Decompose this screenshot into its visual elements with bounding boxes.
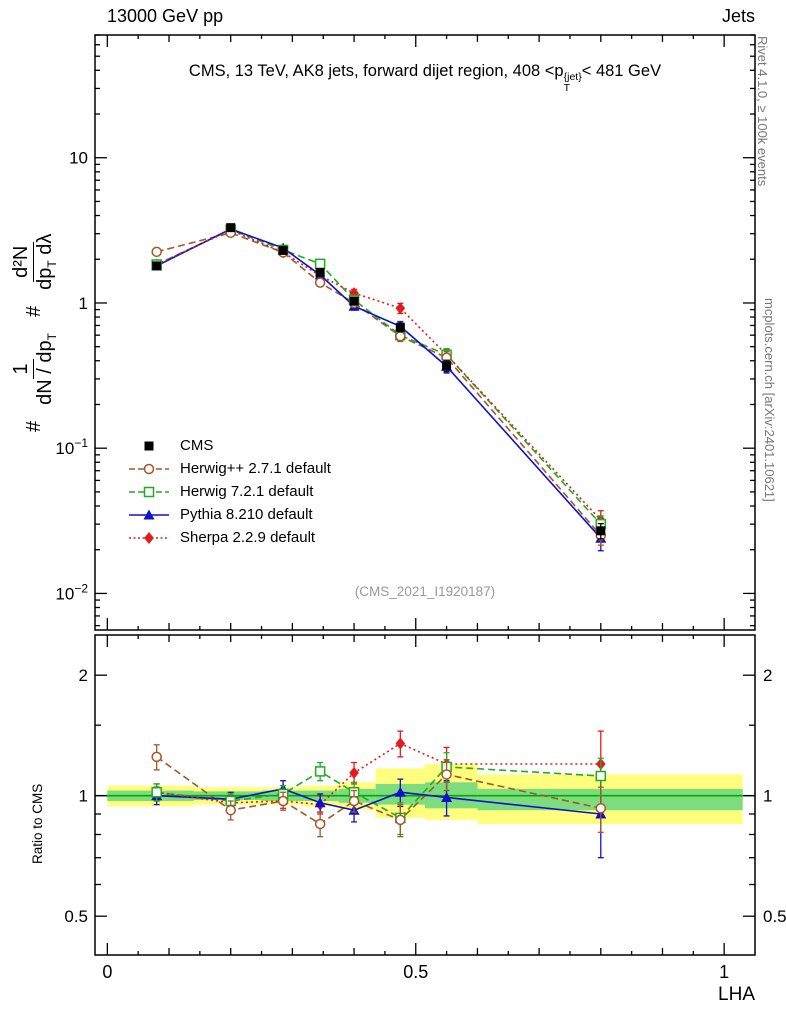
ratio-y-tick-label-left: 0.5 [64, 907, 88, 926]
ratio-y-tick-label-right: 2 [763, 666, 772, 685]
main-y-axis-label: # 1 dN / dpT # d²N dpT dλ [10, 234, 60, 432]
legend-label-cms: CMS [180, 437, 214, 454]
ylabel-hash-2: # [23, 305, 46, 318]
title-superscript: {jet} [563, 71, 582, 83]
ratio-y-tick-label-left: 1 [79, 787, 88, 806]
main-points-cms [152, 223, 606, 540]
ratio-frame [94, 634, 756, 956]
ylabel-fraction-1: 1 dN / dpT [10, 333, 60, 405]
analysis-group-label: Jets [721, 6, 755, 26]
legend-marker-herwigpp [129, 463, 169, 474]
ylabel-den2a-text: dp [34, 267, 56, 290]
title-post: < 481 GeV [581, 62, 662, 80]
ratio-series [151, 730, 607, 859]
title-pt-scripts: {jet} T [564, 72, 582, 93]
ratio-y-axis-label: Ratio to CMS [30, 783, 45, 864]
legend-marker-sherpa [129, 531, 169, 544]
ratio-line-pythia [156, 788, 601, 815]
title-subscript: T [563, 81, 571, 94]
ylabel-numerator-1: 1 [10, 359, 34, 379]
x-tick-label: 0.5 [403, 962, 428, 982]
legend-marker-herwig7 [129, 486, 169, 497]
legend-label-herwigpp: Herwig++ 2.7.1 default [180, 460, 331, 477]
main-line-pythia [156, 228, 602, 539]
legend-marker-pythia [129, 509, 169, 519]
legend-item-sherpa: Sherpa 2.2.9 default [127, 528, 331, 547]
ratio-points-herwigpp [151, 744, 607, 838]
beam-energy-label: 13000 GeV pp [107, 6, 224, 26]
rivet-version-label: Rivet 4.1.0, ≥ 100k events [755, 36, 770, 187]
ylabel-fraction-2: d²N dpT dλ [10, 234, 60, 290]
main-y-tick-label: 10−1 [55, 436, 88, 458]
title-pre: CMS, 13 TeV, AK8 jets, forward dijet reg… [188, 62, 564, 80]
ylabel-den2a-sub: T [45, 260, 59, 268]
green-band [477, 788, 743, 811]
main-y-tick-label: 1 [79, 294, 88, 313]
analysis-id-watermark: (CMS_2021_I1920187) [354, 584, 496, 599]
legend: CMS Herwig++ 2.7.1 default Herwig 7.2.1 de… [127, 436, 331, 547]
legend-label-pythia: Pythia 8.210 default [180, 506, 313, 523]
ylabel-denominator-1: dN / dpT [34, 333, 60, 405]
ylabel-den1-sub: T [45, 333, 59, 341]
ylabel-denominator-2: dpT dλ [34, 234, 60, 290]
ylabel-den2b-text: dλ [34, 233, 56, 261]
main-frame [94, 34, 756, 631]
x-tick-label: 0 [102, 962, 112, 982]
main-y-tick-label: 10 [69, 149, 88, 168]
legend-label-sherpa: Sherpa 2.2.9 default [180, 529, 316, 546]
legend-item-herwigpp: Herwig++ 2.7.1 default [127, 459, 331, 478]
legend-item-herwig7: Herwig 7.2.1 default [127, 482, 331, 501]
legend-item-pythia: Pythia 8.210 default [127, 505, 331, 524]
ratio-line-herwig7 [156, 766, 601, 819]
main-series [151, 223, 607, 552]
legend-marker-cms [144, 441, 154, 450]
axes [94, 34, 756, 956]
ylabel-den1-text: dN / dp [34, 340, 56, 405]
x-tick-label: 1 [719, 962, 729, 982]
legend-item-cms: CMS [127, 436, 331, 455]
uncertainty-bands [95, 763, 755, 824]
main-line-herwigpp [156, 232, 602, 537]
legend-label-herwig7: Herwig 7.2.1 default [180, 483, 314, 500]
main-line-sherpa [156, 229, 602, 521]
ylabel-numerator-2: d²N [10, 241, 34, 282]
plot-title: CMS, 13 TeV, AK8 jets, forward dijet reg… [95, 62, 755, 93]
mcplots-credit-label: mcplots.cern.ch [arXiv:2401.10621] [762, 298, 777, 502]
ratio-y-tick-label-right: 1 [763, 787, 772, 806]
x-axis-label: LHA [718, 984, 755, 1005]
tick-labels: 10 1 10−1 10−2 2 2 1 1 0.5 0.5 0 0.5 1 [55, 149, 786, 982]
ratio-y-tick-label-right: 0.5 [763, 907, 786, 926]
ratio-line-herwigpp [156, 756, 601, 825]
ratio-y-tick-label-left: 2 [79, 666, 88, 685]
ylabel-hash-1: # [23, 420, 46, 432]
main-y-tick-label: 10−2 [55, 581, 88, 603]
